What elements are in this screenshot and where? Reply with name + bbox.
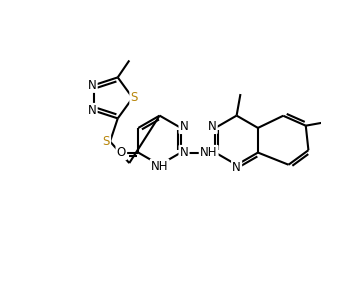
Text: S: S [102,135,110,148]
Text: N: N [208,120,217,133]
Text: NH: NH [151,160,168,173]
Text: N: N [88,104,97,117]
Text: N: N [88,79,97,92]
Text: N: N [232,161,241,174]
Text: N: N [180,146,188,159]
Text: N: N [180,120,188,133]
Text: NH: NH [200,146,217,159]
Text: S: S [131,91,138,104]
Text: O: O [117,146,126,159]
